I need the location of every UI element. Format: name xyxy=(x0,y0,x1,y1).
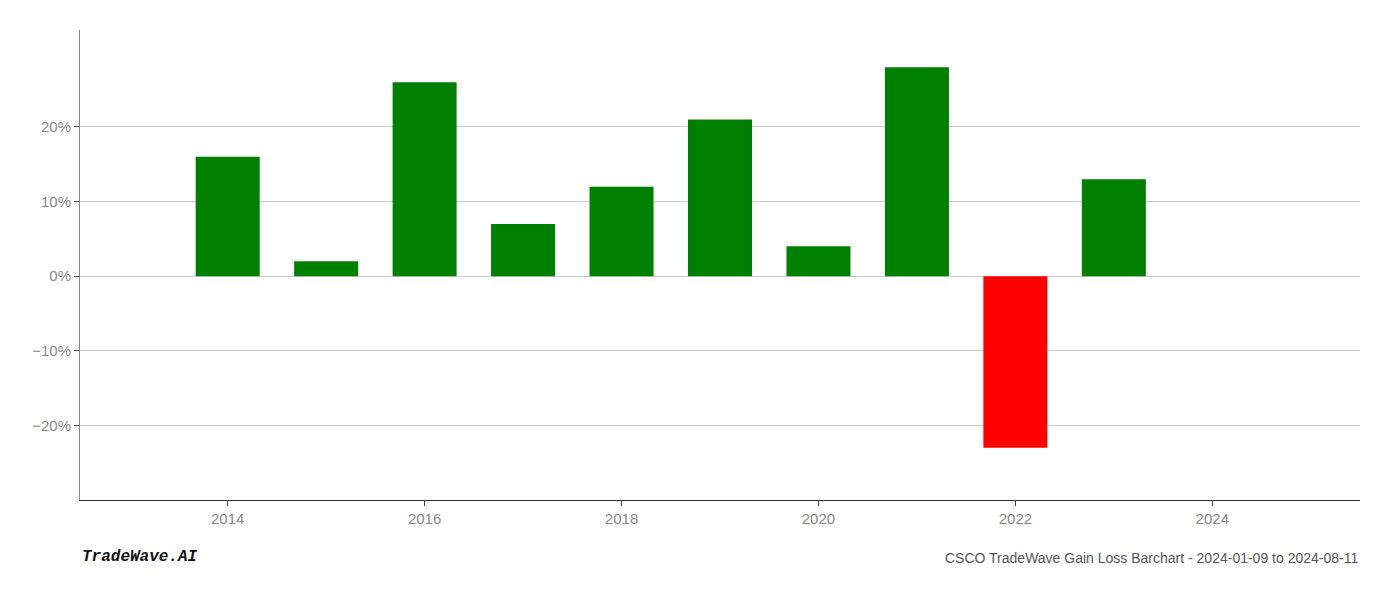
svg-text:20%: 20% xyxy=(41,118,71,135)
svg-text:10%: 10% xyxy=(41,193,71,210)
svg-text:0%: 0% xyxy=(49,267,71,284)
svg-text:2020: 2020 xyxy=(802,510,835,527)
svg-text:2018: 2018 xyxy=(605,510,638,527)
svg-text:2016: 2016 xyxy=(408,510,441,527)
svg-text:CSCO TradeWave Gain Loss Barch: CSCO TradeWave Gain Loss Barchart - 2024… xyxy=(945,550,1358,566)
svg-text:2024: 2024 xyxy=(1196,510,1229,527)
svg-text:2014: 2014 xyxy=(211,510,244,527)
svg-text:−20%: −20% xyxy=(32,417,71,434)
svg-text:−10%: −10% xyxy=(32,342,71,359)
svg-text:2022: 2022 xyxy=(999,510,1032,527)
svg-text:TradeWave.AI: TradeWave.AI xyxy=(82,548,198,566)
